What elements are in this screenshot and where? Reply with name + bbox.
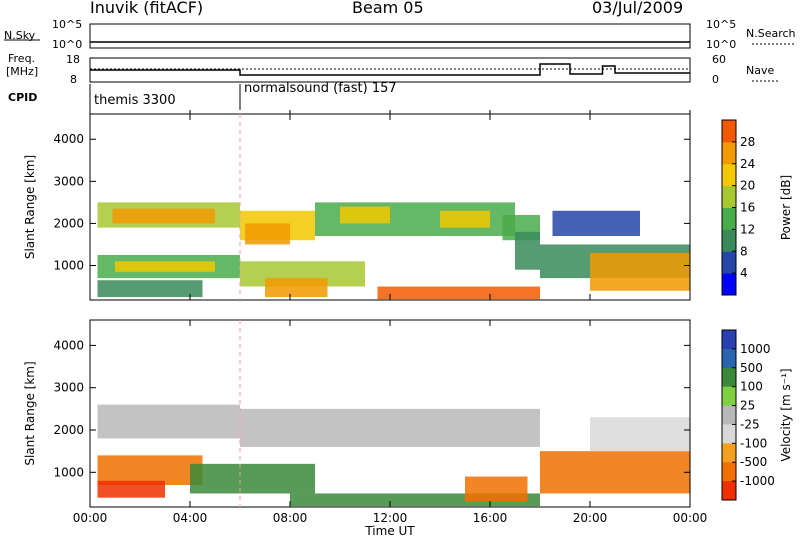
power-ytick-label: 4000: [53, 132, 84, 146]
velocity-bands: [97, 404, 690, 507]
velocity-ylabel: Slant Range [km]: [23, 361, 37, 465]
power-band: [245, 223, 290, 245]
power-band: [97, 280, 203, 298]
power-colorbar-tick: 28: [740, 135, 755, 149]
cpid-mode-normalsound: normalsound (fast) 157: [244, 81, 397, 96]
velocity-xtick-label: 04:00: [173, 511, 208, 525]
power-colorbar-tick: 8: [740, 244, 748, 258]
velocity-colorbar-swatch: [722, 481, 736, 501]
power-colorbar-swatch: [722, 251, 736, 274]
power-colorbar-tick: 16: [740, 201, 755, 215]
power-ylabel: Slant Range [km]: [23, 155, 37, 259]
velocity-band: [97, 480, 165, 498]
velocity-xtick-label: 12:00: [373, 511, 408, 525]
nsky-label: N.Sky: [4, 29, 36, 42]
power-colorbar-swatch: [722, 141, 736, 165]
nsky-tick-bottom: 10^0: [52, 38, 83, 51]
velocity-colorbar-tick: -100: [740, 436, 767, 450]
velocity-ytick-label: 3000: [53, 381, 84, 395]
power-bands: [97, 202, 690, 300]
velocity-colorbar-frame: [721, 329, 737, 501]
nave-label: Nave: [746, 64, 775, 77]
power-band: [112, 208, 215, 224]
date-title: 03/Jul/2009: [592, 0, 684, 17]
nsearch-tick-top: 10^5: [706, 18, 737, 31]
power-band: [340, 206, 390, 224]
power-ytick-label: 2000: [53, 216, 84, 230]
velocity-colorbar-swatch: [722, 386, 736, 407]
velocity-colorbar-tick: -25: [740, 417, 760, 431]
power-ytick-label: 1000: [53, 258, 84, 272]
velocity-colorbar-swatch: [722, 367, 736, 388]
nsearch-label: N.Search: [746, 27, 796, 40]
freq-tick-bottom: 8: [70, 73, 77, 86]
velocity-xtick-label: 00:00: [673, 511, 708, 525]
power-band: [440, 210, 490, 228]
velocity-colorbar-tick: 100: [740, 380, 763, 394]
power-colorbar-swatch: [722, 120, 736, 143]
nsky-frame: [89, 23, 691, 49]
power-colorbar-swatch: [722, 185, 736, 208]
velocity-xtick-label: 00:00: [73, 511, 108, 525]
velocity-band: [97, 455, 203, 485]
velocity-xlabel: Time UT: [364, 524, 415, 538]
velocity-colorbar-swatch: [722, 348, 736, 369]
freq-tick-top: 18: [66, 53, 80, 66]
power-colorbar-tick: 4: [740, 266, 748, 280]
nave-tick-top: 60: [712, 53, 726, 66]
velocity-band: [465, 476, 528, 502]
velocity-colorbar-label: Velocity [m s⁻¹]: [779, 368, 793, 461]
velocity-colorbar-tick: 1000: [740, 342, 771, 356]
velocity-colorbar-tick: -1000: [740, 474, 775, 488]
power-colorbar-swatch: [722, 229, 736, 252]
velocity-ytick-label: 4000: [53, 338, 84, 352]
cpid-label: CPID: [8, 91, 38, 104]
nave-tick-bottom: 0: [712, 73, 719, 86]
freq-trace: [90, 63, 690, 76]
freq-unit-label: [MHz]: [6, 65, 39, 78]
velocity-colorbar-tick: -500: [740, 455, 767, 469]
power-band: [552, 210, 640, 237]
cpid-mode-themis: themis 3300: [94, 93, 176, 108]
power-colorbar-tick: 12: [740, 222, 755, 236]
radar-title: Inuvik (fitACF): [90, 0, 204, 17]
power-band: [377, 286, 540, 300]
velocity-colorbar-swatch: [722, 462, 736, 482]
velocity-xtick-label: 20:00: [573, 511, 608, 525]
velocity-colorbar-swatch: [722, 443, 736, 463]
velocity-colorbar-swatch: [722, 405, 736, 425]
velocity-band: [97, 404, 240, 439]
velocity-colorbar-swatch: [722, 424, 736, 444]
velocity-ytick-label: 2000: [53, 423, 84, 437]
velocity-band: [240, 408, 540, 447]
nsky-tick-top: 10^5: [52, 18, 83, 31]
velocity-band: [190, 463, 315, 494]
power-band: [515, 231, 540, 270]
power-colorbar-swatch: [722, 273, 736, 296]
velocity-xtick-label: 16:00: [473, 511, 508, 525]
velocity-colorbar-swatch: [722, 330, 736, 350]
velocity-band: [590, 417, 690, 452]
power-colorbar-label: Power [dB]: [779, 175, 793, 240]
power-colorbar-tick: 24: [740, 157, 755, 171]
freq-label: Freq.: [8, 52, 36, 65]
power-colorbar-tick: 20: [740, 179, 755, 193]
beam-title: Beam 05: [352, 0, 424, 17]
velocity-ytick-label: 1000: [53, 465, 84, 479]
power-band: [265, 278, 328, 298]
velocity-colorbar-tick: 500: [740, 361, 763, 375]
velocity-band: [540, 451, 690, 494]
power-ytick-label: 3000: [53, 174, 84, 188]
velocity-colorbar-tick: 25: [740, 399, 755, 413]
power-colorbar-swatch: [722, 163, 736, 187]
power-band: [115, 261, 215, 272]
power-band: [590, 252, 690, 291]
velocity-xtick-label: 08:00: [273, 511, 308, 525]
power-colorbar-swatch: [722, 207, 736, 230]
nsearch-tick-bottom: 10^0: [706, 38, 737, 51]
